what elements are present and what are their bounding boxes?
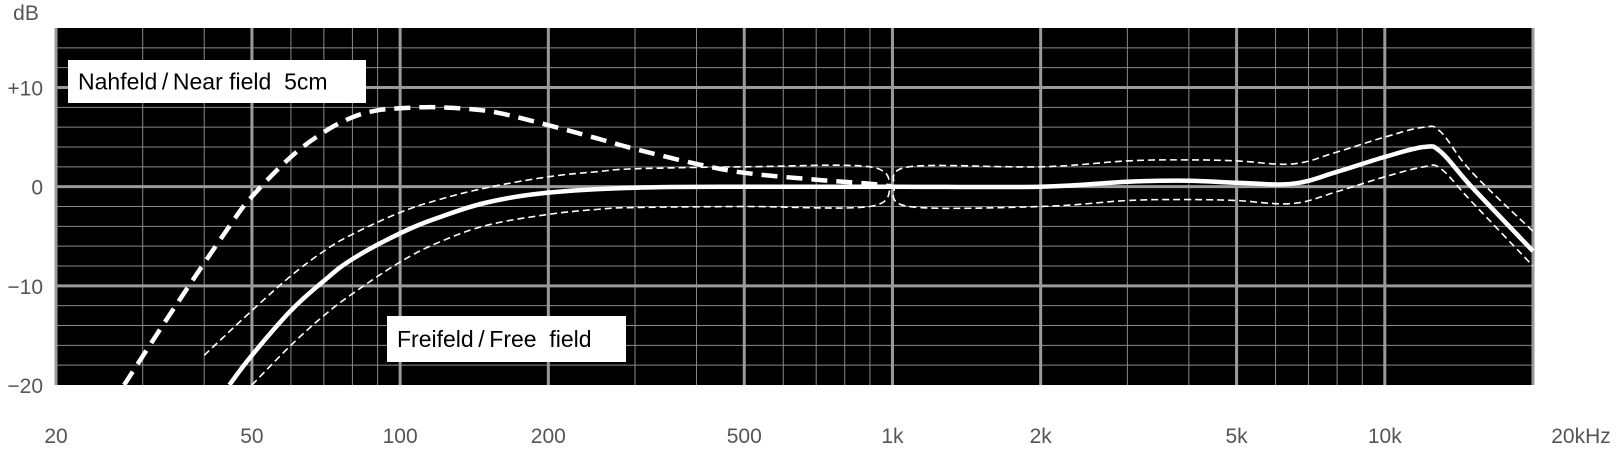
y-axis-unit: dB [13,2,39,25]
y-tick-label: +10 [7,78,43,101]
free-field-label-box [387,316,626,362]
x-axis-ticks: 20 50 100 200 500 1k 2k 5k 10k 20kHz [44,425,1610,448]
x-tick-label: 10k [1368,425,1402,448]
y-tick-label: 0 [31,177,43,200]
near-field-label-box [68,60,366,103]
series-line-tol-upper [203,125,1534,356]
free-field-label: Freifeld / Free field [387,316,626,362]
x-tick-label: 50 [240,425,263,448]
y-axis-ticks: +10 0 −10 −20 [7,78,43,399]
x-tick-label: 500 [727,425,762,448]
y-tick-label: −10 [7,276,43,299]
x-tick-label: 100 [383,425,418,448]
x-tick-label: 1k [881,425,904,448]
series-line-near [122,104,893,387]
x-tick-label: 20kHz [1551,425,1611,448]
x-tick-label: 5k [1225,425,1248,448]
x-tick-label: 20 [44,425,67,448]
series-layer [122,104,1535,387]
free-field-label-text: Freifeld / Free field [397,326,592,352]
x-tick-label: 2k [1030,425,1053,448]
y-tick-label: −20 [7,375,43,398]
near-field-label-text: Nahfeld / Near field 5cm [78,69,328,95]
x-tick-label: 200 [531,425,566,448]
near-field-label: Nahfeld / Near field 5cm [68,60,366,103]
